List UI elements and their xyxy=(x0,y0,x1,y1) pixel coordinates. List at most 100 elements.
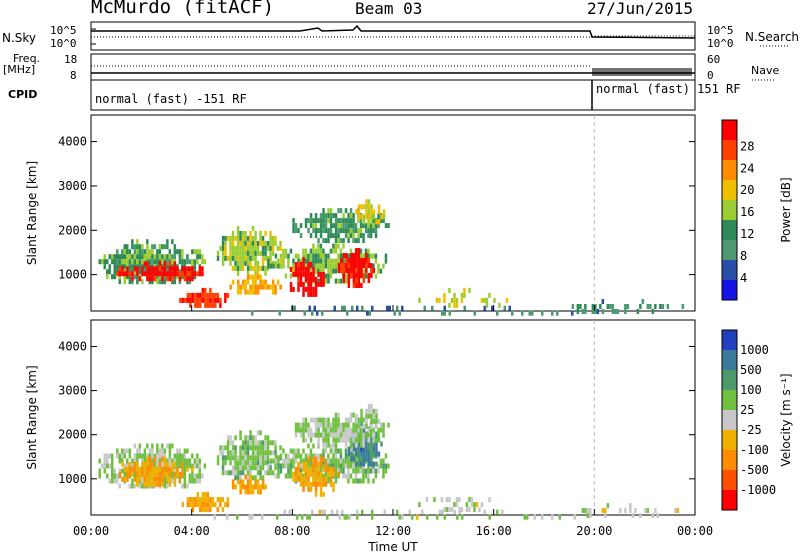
velocity-cell xyxy=(365,446,368,452)
velocity-cell xyxy=(266,445,270,451)
power-cell xyxy=(111,259,114,265)
power-cell xyxy=(614,309,617,314)
power-cell xyxy=(362,204,366,210)
power-cell xyxy=(531,310,534,316)
velocity-cell xyxy=(573,514,576,520)
velocity-cell xyxy=(146,443,149,449)
velocity-cell xyxy=(123,463,126,469)
power-cell xyxy=(314,248,318,254)
power-cell xyxy=(126,274,129,280)
power-cell xyxy=(171,271,174,277)
power-cell xyxy=(312,271,315,277)
velocity-cell xyxy=(239,470,242,476)
velocity-cell xyxy=(312,466,315,472)
power-cell xyxy=(352,283,356,288)
power-cell xyxy=(528,310,531,316)
velocity-cell xyxy=(168,453,172,459)
velocity-cell xyxy=(382,432,385,438)
velocity-cell xyxy=(191,502,195,508)
power-cell xyxy=(508,305,511,311)
power-colorbar-tick-label: 12 xyxy=(740,227,754,241)
velocity-cell xyxy=(259,440,262,446)
power-cell xyxy=(236,289,240,295)
velocity-cell xyxy=(302,448,305,454)
velocity-cell xyxy=(246,440,250,446)
velocity-cell xyxy=(156,448,159,454)
velocity-cell xyxy=(367,427,370,433)
power-cell xyxy=(349,228,353,234)
power-ytick-label: 3000 xyxy=(58,179,87,193)
velocity-cell xyxy=(362,446,366,452)
power-cell xyxy=(609,304,612,309)
velocity-cell xyxy=(193,473,197,479)
velocity-cell xyxy=(317,432,320,438)
power-cell xyxy=(261,235,265,241)
velocity-cell xyxy=(362,432,365,438)
velocity-cell xyxy=(473,502,476,508)
power-region-4 xyxy=(229,274,282,295)
power-cell xyxy=(313,305,316,311)
velocity-cell xyxy=(441,509,444,515)
velocity-cell xyxy=(329,476,333,482)
velocity-cell xyxy=(475,502,479,508)
cpid-segment-2: normal (fast) 151 RF xyxy=(596,82,741,96)
velocity-cell xyxy=(327,422,330,428)
power-cell xyxy=(639,304,642,309)
power-cell xyxy=(473,310,476,316)
velocity-cell xyxy=(354,473,358,479)
power-cell xyxy=(431,305,434,311)
velocity-cell xyxy=(304,458,308,464)
power-cell xyxy=(339,238,343,244)
power-cell xyxy=(249,289,252,295)
velocity-cell xyxy=(294,466,298,472)
power-cell xyxy=(198,249,202,255)
power-cell xyxy=(364,248,368,254)
power-cell xyxy=(317,243,320,249)
velocity-cell xyxy=(327,437,330,443)
velocity-cell xyxy=(249,484,252,490)
power-cell xyxy=(113,254,116,260)
velocity-cell xyxy=(352,432,355,438)
velocity-cell xyxy=(329,471,333,477)
power-cell xyxy=(166,254,169,260)
velocity-cell xyxy=(319,453,323,459)
velocity-cell xyxy=(239,450,242,456)
power-cell xyxy=(138,249,142,255)
velocity-cell xyxy=(347,468,350,474)
power-cell xyxy=(158,261,162,267)
velocity-region-6 xyxy=(292,456,340,497)
velocity-cell xyxy=(308,514,311,520)
power-cell xyxy=(156,249,159,255)
power-cell xyxy=(480,297,484,303)
velocity-cell xyxy=(383,509,386,515)
velocity-cell xyxy=(259,450,262,456)
power-cell xyxy=(168,271,172,277)
velocity-cell xyxy=(304,453,308,459)
velocity-cell xyxy=(314,471,318,477)
velocity-cell xyxy=(639,513,642,519)
velocity-cell xyxy=(118,471,122,477)
velocity-cell xyxy=(292,476,295,482)
power-cell xyxy=(307,218,310,224)
velocity-cell xyxy=(282,463,285,469)
velocity-cell xyxy=(309,471,313,477)
power-cell xyxy=(317,253,320,259)
velocity-cell xyxy=(136,453,139,459)
power-cell xyxy=(198,266,202,272)
power-cell xyxy=(367,233,370,239)
velocity-cell xyxy=(153,463,157,469)
power-cell xyxy=(339,208,343,214)
velocity-cell xyxy=(370,451,373,457)
velocity-cell xyxy=(332,422,335,428)
power-cell xyxy=(377,223,380,229)
velocity-cell xyxy=(148,448,152,454)
power-cell xyxy=(350,263,353,268)
velocity-cell xyxy=(302,481,305,487)
velocity-cell xyxy=(362,426,366,432)
power-cell xyxy=(156,254,159,260)
power-cell xyxy=(229,255,232,261)
power-cell xyxy=(186,279,189,285)
velocity-cell xyxy=(239,455,242,461)
velocity-cell xyxy=(317,476,320,482)
